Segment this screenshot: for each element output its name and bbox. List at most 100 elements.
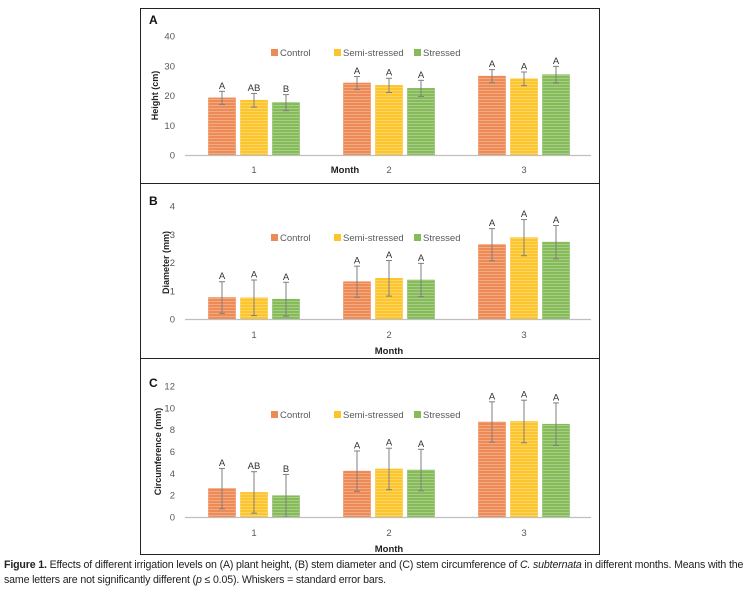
significance-letter: A	[489, 391, 496, 402]
significance-letter: B	[283, 84, 289, 95]
caption-label: Figure 1.	[4, 559, 47, 571]
bar-control-month-3	[478, 75, 506, 156]
legend-swatch	[271, 234, 278, 241]
legend-swatch	[414, 234, 421, 241]
bar-stressed-month-3	[542, 74, 570, 156]
significance-letter: AB	[248, 461, 261, 472]
significance-letter: A	[553, 56, 560, 67]
caption-text: ≤ 0.05). Whiskers = standard error bars.	[201, 574, 386, 586]
y-axis-title: Circumference (mm)	[153, 408, 163, 496]
y-tick-label: 2	[170, 491, 175, 502]
legend-item-stressed: Stressed	[414, 410, 461, 421]
significance-letter: A	[251, 270, 258, 281]
significance-letter: A	[354, 440, 361, 451]
legend-label: Semi-stressed	[343, 48, 404, 59]
legend-swatch	[334, 49, 341, 56]
legend-item-control: Control	[271, 48, 311, 59]
y-tick-label: 0	[170, 513, 175, 524]
legend-label: Control	[280, 233, 311, 244]
caption-p: p	[195, 574, 202, 586]
legend-item-control: Control	[271, 233, 311, 244]
panel-label: B	[149, 194, 158, 208]
y-axis-title: Diameter (mm)	[161, 231, 171, 294]
panel-label: C	[149, 376, 158, 390]
caption-text: Effects of different irrigation levels o…	[46, 559, 520, 571]
legend-swatch	[414, 49, 421, 56]
legend-label: Semi-stressed	[343, 233, 404, 244]
bar-semi-stressed-month-3	[510, 78, 538, 156]
x-tick-label: 2	[386, 330, 391, 341]
x-tick-label: 3	[521, 165, 526, 176]
caption-species: C. subternata	[519, 559, 582, 571]
y-tick-label: 2	[170, 258, 175, 269]
x-axis-title: Month	[331, 165, 360, 176]
chart-panel-b: B 0 1 2 3 4 Diameter (mm) A A A A A A A A A 1 2 3 Month Cont…	[149, 194, 591, 357]
y-tick-label: 12	[164, 382, 175, 393]
y-tick-label: 0	[170, 151, 175, 162]
significance-letter: A	[521, 390, 528, 401]
legend-swatch	[334, 411, 341, 418]
legend-item-semi-stressed: Semi-stressed	[334, 233, 404, 244]
significance-letter: A	[386, 438, 393, 449]
y-tick-label: 1	[170, 286, 175, 297]
panel-label: A	[149, 13, 158, 27]
y-tick-label: 0	[170, 315, 175, 326]
x-tick-label: 3	[521, 330, 526, 341]
legend-item-stressed: Stressed	[414, 48, 461, 59]
significance-letter: A	[553, 392, 560, 403]
legend-swatch	[271, 411, 278, 418]
legend-item-semi-stressed: Semi-stressed	[334, 410, 404, 421]
legend-swatch	[414, 411, 421, 418]
panel-divider	[141, 183, 599, 184]
bar-control-month-2	[343, 82, 371, 156]
legend-item-control: Control	[271, 410, 311, 421]
panel-divider	[141, 358, 599, 359]
y-tick-label: 10	[164, 121, 175, 132]
x-axis-title: Month	[375, 346, 404, 357]
x-tick-label: 1	[251, 528, 256, 539]
significance-letter: A	[553, 215, 560, 226]
significance-letter: A	[219, 458, 226, 469]
bar-semi-stressed-month-1	[240, 99, 268, 156]
legend-label: Control	[280, 410, 311, 421]
significance-letter: A	[386, 68, 393, 79]
significance-letter: A	[489, 59, 496, 70]
legend-label: Semi-stressed	[343, 410, 404, 421]
x-tick-label: 1	[251, 165, 256, 176]
y-tick-label: 40	[164, 32, 175, 43]
y-tick-label: 20	[164, 91, 175, 102]
x-tick-label: 2	[386, 528, 391, 539]
significance-letter: A	[489, 218, 496, 229]
y-tick-label: 6	[170, 447, 175, 458]
legend-label: Stressed	[423, 233, 461, 244]
significance-letter: A	[354, 66, 361, 77]
legend-swatch	[334, 234, 341, 241]
significance-letter: A	[418, 253, 425, 264]
significance-letter: A	[354, 256, 361, 267]
y-tick-label: 10	[164, 403, 175, 414]
legend-item-semi-stressed: Semi-stressed	[334, 48, 404, 59]
y-tick-label: 8	[170, 425, 175, 436]
legend-swatch	[271, 49, 278, 56]
significance-letter: B	[283, 464, 289, 475]
significance-letter: A	[418, 439, 425, 450]
bar-control-month-1	[208, 97, 236, 156]
y-tick-label: 4	[170, 202, 175, 213]
y-tick-label: 3	[170, 230, 175, 241]
y-tick-label: 4	[170, 469, 175, 480]
significance-letter: A	[219, 81, 226, 92]
figure-frame: A 0 10 20 30 40 Height (cm) A A A AB A A B A A 1 2 3 Month C…	[140, 8, 600, 555]
significance-letter: A	[418, 70, 425, 81]
bar-stressed-month-2	[407, 88, 435, 156]
y-axis-title: Height (cm)	[150, 71, 160, 121]
x-axis-title: Month	[375, 544, 404, 554]
legend-item-stressed: Stressed	[414, 233, 461, 244]
legend-label: Stressed	[423, 410, 461, 421]
figure-caption: Figure 1. Effects of different irrigatio…	[4, 558, 744, 588]
y-tick-label: 30	[164, 61, 175, 72]
bar-semi-stressed-month-2	[375, 85, 403, 156]
significance-letter: A	[521, 209, 528, 220]
x-tick-label: 1	[251, 330, 256, 341]
